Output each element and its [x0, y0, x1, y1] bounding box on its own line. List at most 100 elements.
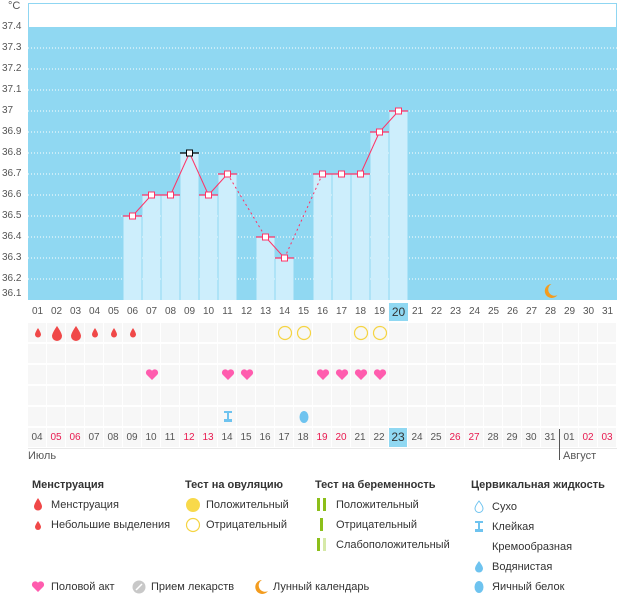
calendar-date[interactable]: 18: [294, 428, 312, 447]
calendar-cell[interactable]: [199, 365, 217, 384]
calendar-cell[interactable]: [47, 365, 65, 384]
calendar-cell[interactable]: [465, 407, 483, 426]
calendar-cell[interactable]: [237, 407, 255, 426]
calendar-cell[interactable]: [522, 407, 540, 426]
ovulation-negative-icon[interactable]: [296, 325, 312, 341]
calendar-cell[interactable]: [503, 386, 521, 405]
calendar-cell[interactable]: [389, 386, 407, 405]
calendar-cell[interactable]: [427, 323, 445, 342]
calendar-cell[interactable]: [142, 323, 160, 342]
calendar-cell[interactable]: [446, 365, 464, 384]
calendar-cell[interactable]: [218, 386, 236, 405]
calendar-date[interactable]: 31: [541, 428, 559, 447]
calendar-cell[interactable]: [408, 323, 426, 342]
calendar-cell[interactable]: [199, 407, 217, 426]
calendar-cell[interactable]: [199, 323, 217, 342]
calendar-cell[interactable]: [237, 344, 255, 363]
calendar-cell[interactable]: [351, 407, 369, 426]
calendar-date[interactable]: 07: [85, 428, 103, 447]
calendar-cell[interactable]: [313, 323, 331, 342]
calendar-cell[interactable]: [446, 323, 464, 342]
calendar-cell[interactable]: [28, 407, 46, 426]
calendar-cell[interactable]: [85, 344, 103, 363]
calendar-cell[interactable]: [370, 344, 388, 363]
calendar-cell[interactable]: [142, 407, 160, 426]
calendar-cell[interactable]: [370, 407, 388, 426]
calendar-cell[interactable]: [218, 323, 236, 342]
calendar-cell[interactable]: [275, 407, 293, 426]
calendar-cell[interactable]: [256, 386, 274, 405]
blood-drop-icon[interactable]: [51, 325, 63, 341]
calendar-cell[interactable]: [522, 386, 540, 405]
heart-icon[interactable]: [145, 368, 159, 381]
calendar-cell[interactable]: [522, 344, 540, 363]
small-drop-icon[interactable]: [129, 327, 137, 338]
calendar-cell[interactable]: [389, 365, 407, 384]
calendar-cell[interactable]: [332, 407, 350, 426]
calendar-cell[interactable]: [427, 365, 445, 384]
ovulation-negative-icon[interactable]: [372, 325, 388, 341]
calendar-date[interactable]: 28: [484, 428, 502, 447]
calendar-cell[interactable]: [598, 344, 616, 363]
calendar-cell[interactable]: [541, 407, 559, 426]
calendar-cell[interactable]: [541, 344, 559, 363]
calendar-cell[interactable]: [104, 344, 122, 363]
calendar-date[interactable]: 10: [142, 428, 160, 447]
calendar-cell[interactable]: [218, 344, 236, 363]
calendar-cell[interactable]: [28, 386, 46, 405]
calendar-cell[interactable]: [28, 365, 46, 384]
calendar-cell[interactable]: [579, 365, 597, 384]
calendar-cell[interactable]: [123, 386, 141, 405]
calendar-cell[interactable]: [256, 323, 274, 342]
calendar-cell[interactable]: [256, 344, 274, 363]
calendar-cell[interactable]: [313, 386, 331, 405]
calendar-cell[interactable]: [104, 407, 122, 426]
calendar-cell[interactable]: [598, 407, 616, 426]
calendar-cell[interactable]: [408, 386, 426, 405]
calendar-cell[interactable]: [180, 344, 198, 363]
cycle-day-label[interactable]: 16: [316, 306, 329, 317]
cycle-day-label[interactable]: 29: [563, 306, 576, 317]
calendar-date[interactable]: 06: [66, 428, 84, 447]
calendar-date[interactable]: 04: [28, 428, 46, 447]
calendar-cell[interactable]: [275, 365, 293, 384]
calendar-cell[interactable]: [408, 407, 426, 426]
calendar-cell[interactable]: [560, 323, 578, 342]
calendar-cell[interactable]: [180, 386, 198, 405]
calendar-date[interactable]: 19: [313, 428, 331, 447]
calendar-cell[interactable]: [180, 407, 198, 426]
cycle-day-label[interactable]: 28: [544, 306, 557, 317]
calendar-cell[interactable]: [465, 386, 483, 405]
calendar-cell[interactable]: [598, 365, 616, 384]
calendar-cell[interactable]: [47, 344, 65, 363]
calendar-cell[interactable]: [503, 407, 521, 426]
calendar-cell[interactable]: [104, 365, 122, 384]
calendar-cell[interactable]: [332, 344, 350, 363]
calendar-cell[interactable]: [598, 386, 616, 405]
calendar-cell[interactable]: [389, 344, 407, 363]
calendar-cell[interactable]: [313, 407, 331, 426]
calendar-date[interactable]: 13: [199, 428, 217, 447]
calendar-cell[interactable]: [351, 386, 369, 405]
calendar-cell[interactable]: [484, 323, 502, 342]
cycle-day-label[interactable]: 19: [373, 306, 386, 317]
calendar-cell[interactable]: [579, 407, 597, 426]
calendar-cell[interactable]: [28, 344, 46, 363]
calendar-date[interactable]: 09: [123, 428, 141, 447]
calendar-cell[interactable]: [123, 344, 141, 363]
cycle-day-label[interactable]: 14: [278, 306, 291, 317]
sticky-icon[interactable]: [223, 410, 233, 423]
calendar-cell[interactable]: [579, 386, 597, 405]
calendar-cell[interactable]: [199, 344, 217, 363]
calendar-date[interactable]: 21: [351, 428, 369, 447]
calendar-cell[interactable]: [370, 386, 388, 405]
calendar-cell[interactable]: [560, 407, 578, 426]
cycle-day-label[interactable]: 12: [240, 306, 253, 317]
calendar-cell[interactable]: [85, 386, 103, 405]
heart-icon[interactable]: [221, 368, 235, 381]
cycle-day-label[interactable]: 26: [506, 306, 519, 317]
calendar-date[interactable]: 05: [47, 428, 65, 447]
cycle-day-label[interactable]: 09: [183, 306, 196, 317]
cycle-day-label[interactable]: 10: [202, 306, 215, 317]
cycle-day-label[interactable]: 11: [222, 306, 233, 317]
